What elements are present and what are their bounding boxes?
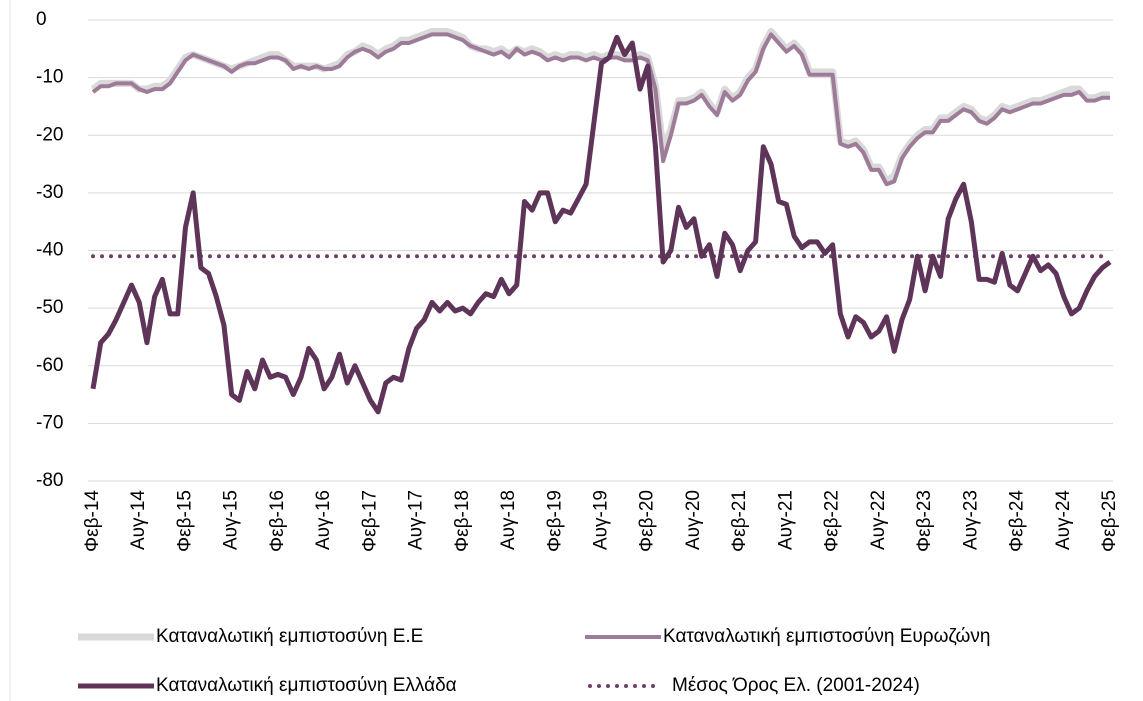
y-tick-label: -30 [36, 182, 63, 203]
x-tick-label: Φεβ-23 [914, 490, 935, 552]
x-tick-label: Φεβ-21 [729, 490, 750, 552]
x-tick-label: Φεβ-15 [174, 490, 195, 552]
x-tick-label: Φεβ-22 [822, 490, 843, 552]
x-tick-label: Φεβ-14 [82, 490, 103, 552]
x-tick-label: Φεβ-18 [452, 490, 473, 552]
x-tick-label: Αυγ-24 [1053, 490, 1074, 550]
x-tick-label: Αυγ-15 [221, 490, 242, 550]
x-tick-label: Φεβ-19 [544, 490, 565, 552]
y-tick-label: 0 [36, 9, 47, 30]
y-tick-label: -50 [36, 297, 63, 318]
x-tick-label: Φεβ-25 [1099, 490, 1120, 552]
x-tick-label: Αυγ-16 [313, 490, 334, 550]
x-tick-label: Φεβ-17 [359, 490, 380, 552]
series-line [90, 28, 1110, 185]
x-tick-label: Αυγ-17 [406, 490, 427, 550]
y-tick-label: -70 [36, 412, 63, 433]
y-tick-label: -80 [36, 470, 63, 491]
x-tick-label: Αυγ-20 [683, 490, 704, 550]
legend-label: Καταναλωτική εμπιστοσύνη Ελλάδα [156, 675, 457, 696]
y-tick-label: -60 [36, 355, 63, 376]
legend-label: Καταναλωτική εμπιστοσύνη Ε.Ε [156, 626, 423, 647]
x-tick-label: Αυγ-23 [960, 490, 981, 550]
y-tick-label: -20 [36, 124, 63, 145]
x-tick-label: Αυγ-19 [591, 490, 612, 550]
y-tick-label: -40 [36, 240, 63, 261]
x-tick-label: Αυγ-18 [498, 490, 519, 550]
legend-label: Καταναλωτική εμπιστοσύνη Ευρωζώνη [663, 626, 990, 647]
x-tick-label: Φεβ-16 [267, 490, 288, 552]
x-tick-label: Αυγ-14 [128, 490, 149, 550]
x-tick-label: Φεβ-24 [1007, 490, 1028, 552]
x-tick-label: Αυγ-21 [775, 490, 796, 550]
x-tick-label: Αυγ-22 [868, 490, 889, 550]
x-tick-label: Φεβ-20 [637, 490, 658, 552]
legend-label: Μέσος Όρος Ελ. (2001-2024) [672, 675, 920, 696]
y-tick-label: -10 [36, 67, 63, 88]
series-line [90, 34, 1112, 415]
